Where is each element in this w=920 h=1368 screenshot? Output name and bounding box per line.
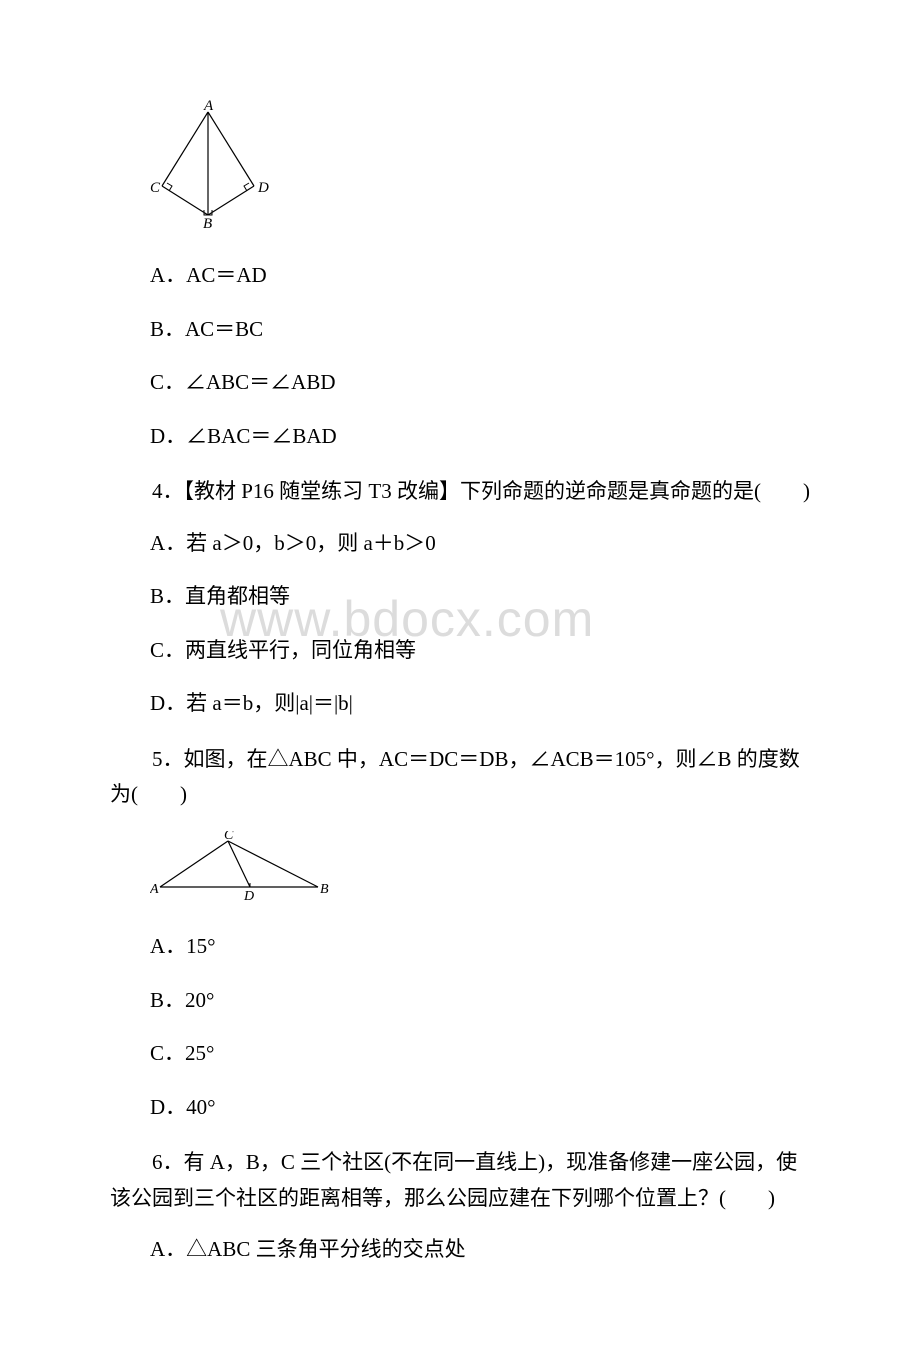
svg-text:C: C [150,180,161,196]
q4-option-c: C．两直线平行，同位角相等 [150,635,810,667]
figure-2: A B C D [150,831,810,906]
svg-text:B: B [203,216,212,230]
q4-text: 4．【教材 P16 随堂练习 T3 改编】下列命题的逆命题是真命题的是( ) [110,474,810,510]
q5-option-d: D．40° [150,1092,810,1124]
q3-option-b: B．AC＝BC [150,314,810,346]
q3-option-c: C．∠ABC＝∠ABD [150,367,810,399]
q5-option-b: B．20° [150,985,810,1017]
q4-option-a: A．若 a＞0，b＞0，则 a＋b＞0 [150,528,810,560]
document-content: A B C D A．AC＝AD B．AC＝BC C．∠ABC＝∠ABD D．∠B… [110,100,810,1266]
figure-1: A B C D [150,100,810,235]
figure-2-svg: A B C D [150,831,330,901]
svg-text:D: D [257,180,269,196]
svg-text:A: A [150,882,159,897]
q5-option-a: A．15° [150,931,810,963]
svg-text:C: C [224,831,234,843]
q6-text: 6．有 A，B，C 三个社区(不在同一直线上)，现准备修建一座公园，使该公园到三… [110,1145,810,1216]
svg-text:D: D [243,889,254,901]
q6-option-a: A．△ABC 三条角平分线的交点处 [150,1234,810,1266]
svg-text:A: A [203,100,214,114]
q4-option-b: B．直角都相等 [150,581,810,613]
q3-option-d: D．∠BAC＝∠BAD [150,421,810,453]
q4-option-d: D．若 a＝b，则|a|＝|b| [150,688,810,720]
figure-1-svg: A B C D [150,100,270,230]
q3-option-a: A．AC＝AD [150,260,810,292]
q5-text: 5．如图，在△ABC 中，AC＝DC＝DB，∠ACB＝105°，则∠B 的度数为… [110,742,810,813]
q5-option-c: C．25° [150,1038,810,1070]
svg-text:B: B [320,882,329,897]
